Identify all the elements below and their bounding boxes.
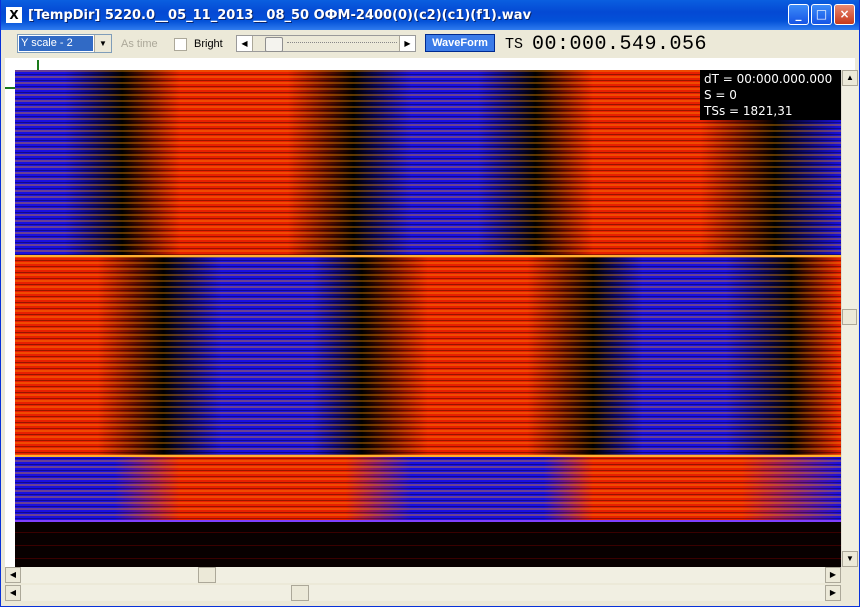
y-scale-dropdown[interactable]: Y scale - 2 ▼ bbox=[17, 34, 112, 53]
y-scale-value: Y scale - 2 bbox=[19, 36, 93, 51]
title-bar[interactable]: X [TempDir] 5220.0__05_11_2013__08_50 ОФ… bbox=[1, 0, 859, 30]
trackbar-thumb[interactable] bbox=[265, 37, 283, 52]
scroll-right-arrow-icon[interactable]: ▶ bbox=[825, 585, 841, 601]
waveform-button[interactable]: WaveForm bbox=[425, 34, 495, 52]
maximize-button[interactable]: □ bbox=[811, 4, 832, 25]
scroll-right-arrow-icon[interactable]: ▶ bbox=[825, 567, 841, 583]
trackbar-track bbox=[287, 42, 397, 45]
horizontal-scroll-thumb-upper[interactable] bbox=[198, 567, 216, 583]
top-ruler[interactable] bbox=[5, 58, 855, 70]
scroll-left-arrow-icon[interactable]: ◀ bbox=[5, 567, 21, 583]
s-readout: S = 0 bbox=[704, 88, 737, 102]
ts-label: TS bbox=[505, 36, 524, 53]
measurement-overlay: dT = 00:000.000.000 S = 0 TSs = 1821,31 bbox=[700, 70, 841, 120]
ts-value: 00:000.549.056 bbox=[532, 33, 708, 56]
spectrogram-canvas[interactable] bbox=[15, 70, 841, 567]
window-controls: _ □ × bbox=[788, 4, 855, 25]
horizontal-scrollbar-lower[interactable]: ◀ ▶ bbox=[5, 585, 841, 601]
trackbar-left-arrow-icon[interactable]: ◀ bbox=[237, 36, 253, 51]
gutter-marker[interactable] bbox=[5, 87, 15, 89]
tss-readout: TSs = 1821,31 bbox=[704, 104, 793, 118]
scroll-up-arrow-icon[interactable]: ▲ bbox=[842, 70, 858, 86]
bright-label: Bright bbox=[194, 38, 223, 50]
ruler-marker[interactable] bbox=[37, 60, 39, 70]
bright-checkbox[interactable] bbox=[174, 38, 187, 51]
horizontal-scroll-thumb-lower[interactable] bbox=[291, 585, 309, 601]
trackbar-right-arrow-icon[interactable]: ▶ bbox=[399, 36, 415, 51]
toolbar: Y scale - 2 ▼ As time Bright ◀ ▶ WaveFor… bbox=[5, 30, 855, 58]
vertical-scrollbar[interactable]: ▲ ▼ bbox=[841, 70, 858, 567]
as-time-label: As time bbox=[121, 38, 158, 50]
app-icon[interactable]: X bbox=[6, 7, 22, 23]
vertical-scroll-thumb[interactable] bbox=[842, 309, 857, 325]
brightness-trackbar[interactable]: ◀ ▶ bbox=[236, 35, 416, 52]
close-button[interactable]: × bbox=[834, 4, 855, 25]
chevron-down-icon[interactable]: ▼ bbox=[94, 35, 111, 52]
window-title: [TempDir] 5220.0__05_11_2013__08_50 ОФМ-… bbox=[28, 7, 532, 23]
dt-readout: dT = 00:000.000.000 bbox=[704, 72, 833, 86]
scroll-down-arrow-icon[interactable]: ▼ bbox=[842, 551, 858, 567]
spectrogram-image bbox=[15, 70, 841, 567]
minimize-button[interactable]: _ bbox=[788, 4, 809, 25]
scroll-left-arrow-icon[interactable]: ◀ bbox=[5, 585, 21, 601]
horizontal-scrollbar-upper[interactable]: ◀ ▶ bbox=[5, 567, 841, 583]
left-ruler[interactable] bbox=[5, 70, 15, 567]
